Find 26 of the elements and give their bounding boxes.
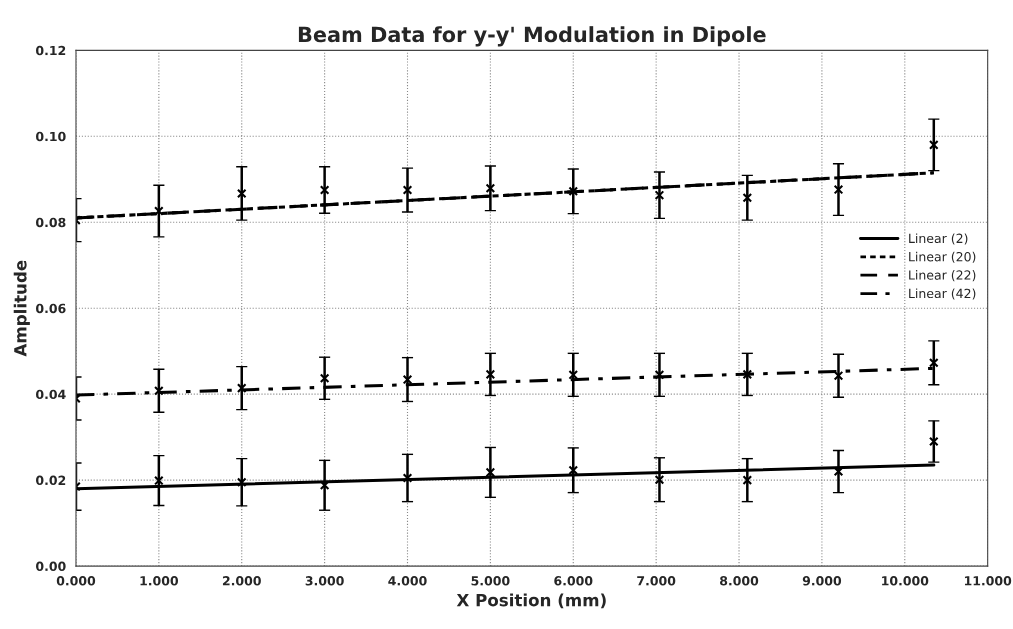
legend-label: Linear (2) [909,233,968,245]
x-tick-label: 10.000 [882,576,929,586]
x-tick-label: 11.000 [964,576,1012,586]
y-tick-label: 0.04 [36,389,66,400]
x-tick-label: 8.000 [720,576,759,586]
x-tick-label: 0.000 [56,576,96,586]
x-tick-label: 2.000 [222,576,261,586]
y-tick-label: 0.00 [36,561,66,572]
y-tick-label: 0.12 [36,45,66,56]
x-tick-label: 7.000 [637,576,676,586]
x-tick-label: 3.000 [305,576,344,586]
legend-label: Linear (42) [909,288,976,300]
y-tick-label: 0.02 [36,475,66,486]
legend-label: Linear (20) [909,251,976,263]
y-tick-label: 0.08 [36,217,66,228]
x-tick-label: 1.000 [140,576,179,586]
y-axis-title: Amplitude [13,260,30,357]
x-tick-label: 4.000 [388,576,427,586]
chart-title: Beam Data for y-y' Modulation in Dipole [298,26,766,47]
legend-label: Linear (22) [909,270,976,282]
x-tick-label: 9.000 [802,576,842,586]
x-tick-label: 5.000 [471,576,510,586]
x-tick-label: 6.000 [554,576,593,586]
y-tick-label: 0.06 [36,303,66,314]
y-tick-label: 0.10 [36,131,66,142]
x-axis-title: X Position (mm) [456,593,606,609]
